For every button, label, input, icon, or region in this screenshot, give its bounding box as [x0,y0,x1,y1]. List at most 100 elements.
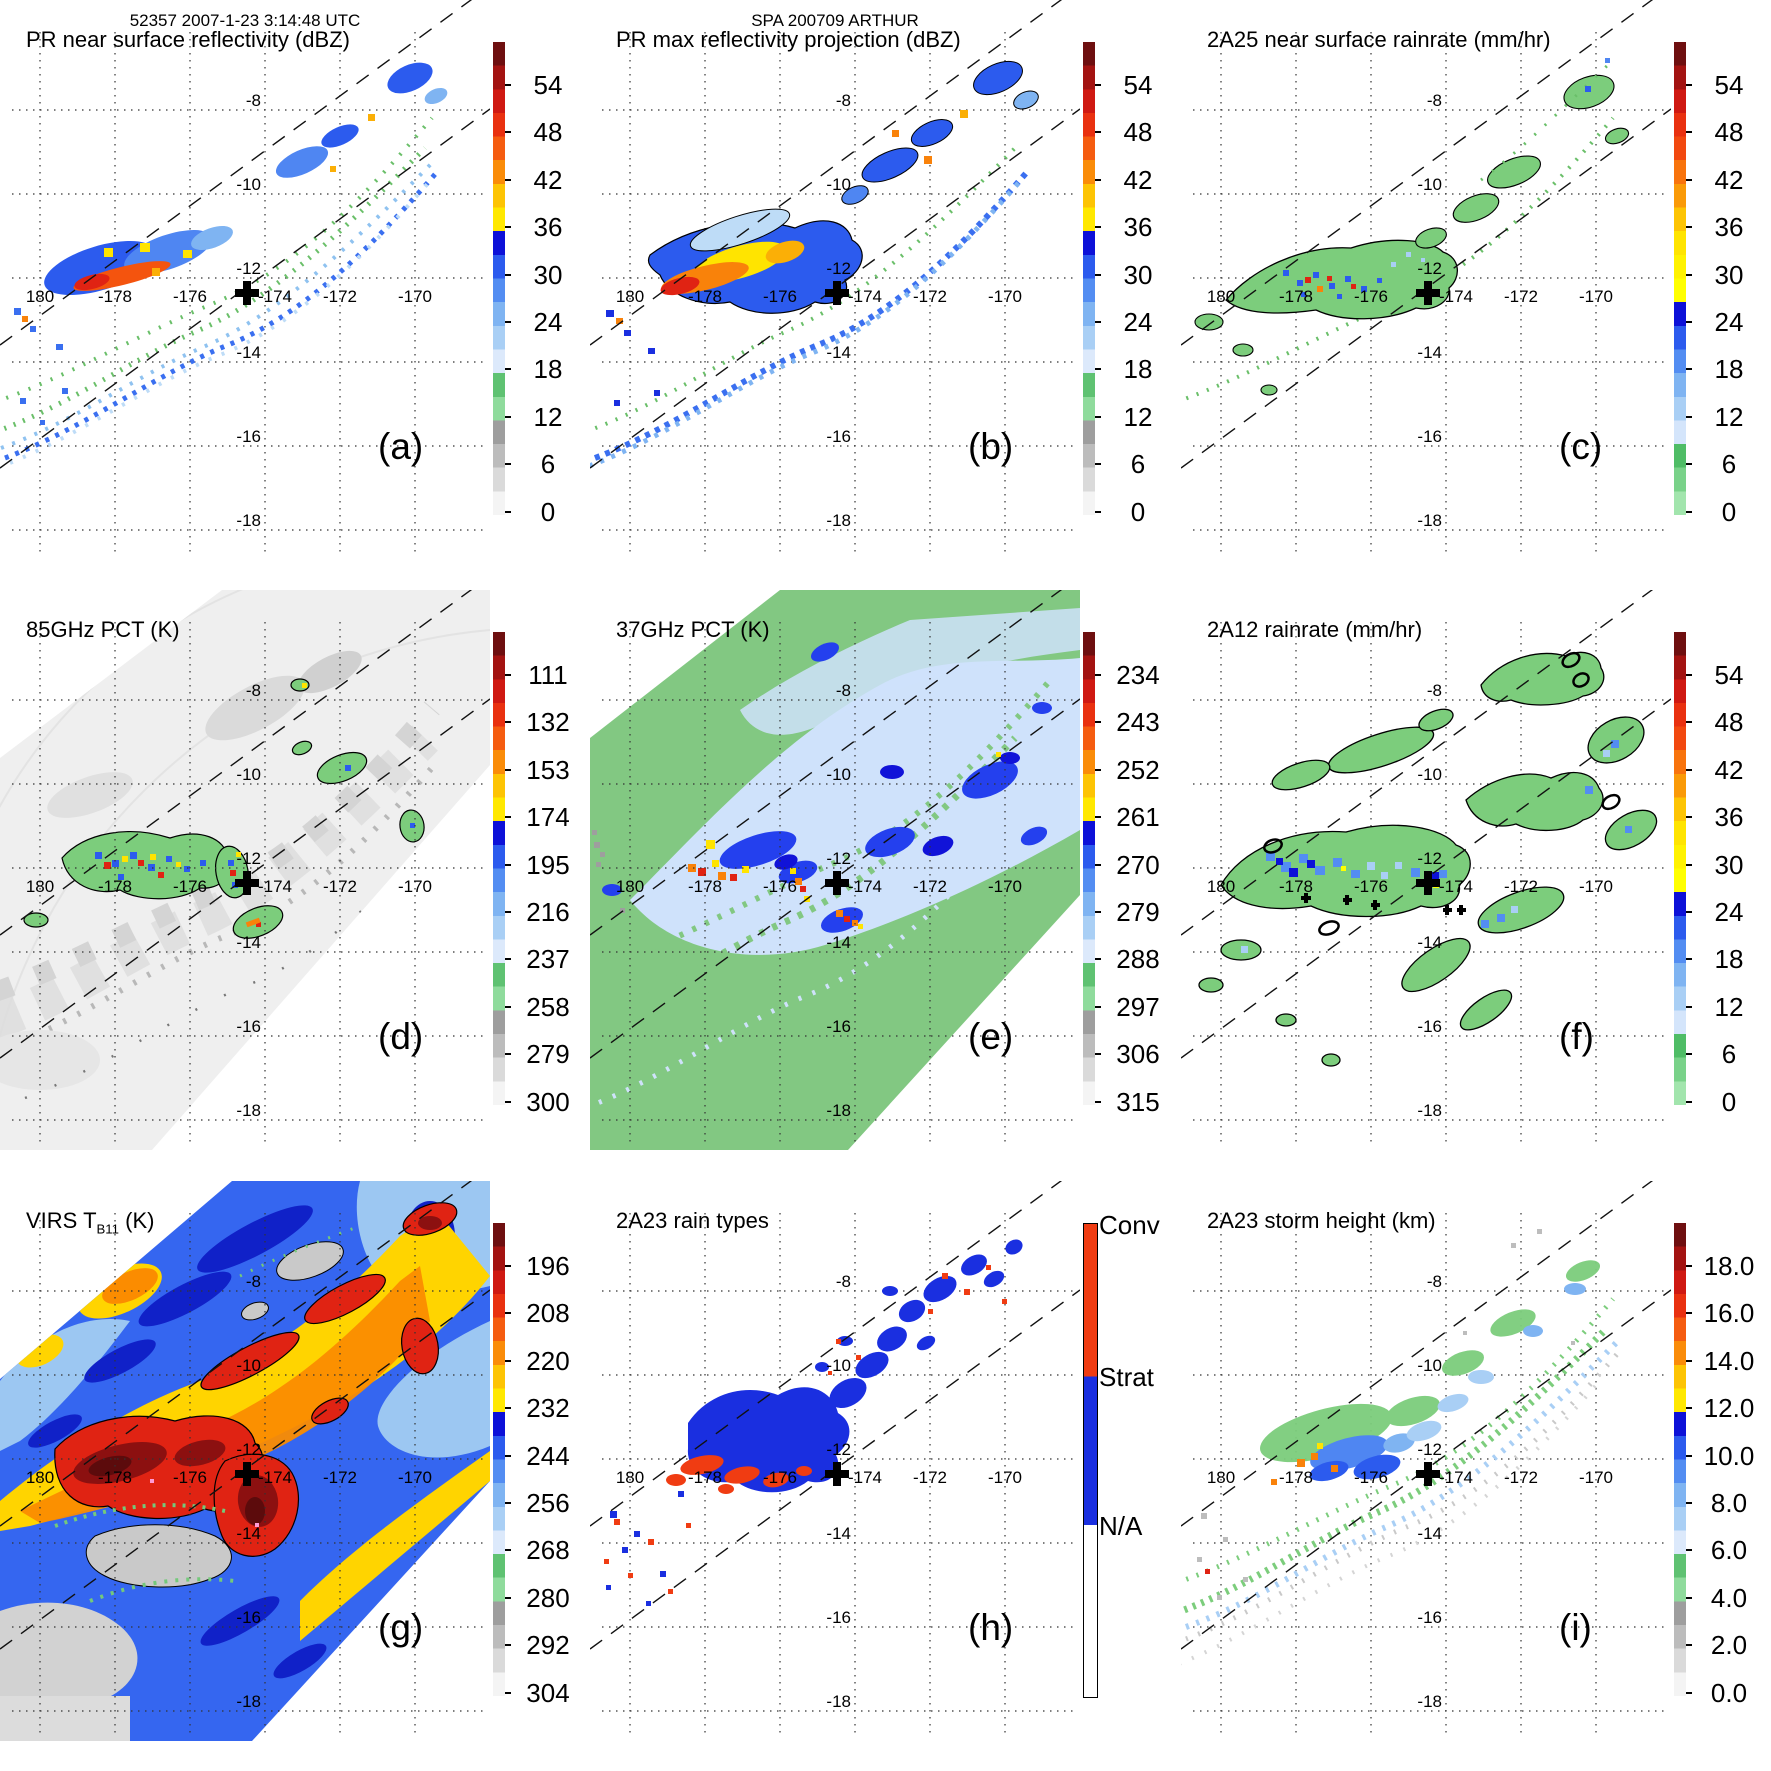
lat-label: -8 [836,91,851,110]
lat-label: -12 [1417,259,1442,278]
colorbar-tick [1095,816,1101,819]
colorbar-gradient [1083,42,1095,515]
colorbar-tick [1095,768,1101,771]
colorbar-tick [505,1005,511,1008]
colorbar-tick-label: 153 [526,754,570,785]
colorbar-tick-label: 30 [1714,259,1744,290]
map-art-i [1181,1229,1618,1671]
panel-letter: (a) [378,426,424,467]
lon-label: -176 [1354,287,1388,306]
colorbar-tick [505,1691,511,1694]
lat-label: -12 [826,1440,851,1459]
lat-label: -16 [826,1608,851,1627]
colorbar-tick-label: 24 [1123,307,1153,337]
colorbar-b: 54 48 42 36 30 24 18 12 6 0 [1083,42,1203,527]
colorbar-tick [1095,321,1101,323]
colorbar-tick [1686,911,1692,913]
colorbar-tick-label: 0 [1130,496,1146,527]
lon-label: -172 [913,287,947,306]
map-art-g [0,1181,490,1741]
lon-label: -178 [98,287,132,306]
lon-label: 180 [26,1468,54,1487]
colorbar-gradient [1674,42,1686,515]
lat-label: -16 [1417,1608,1442,1627]
colorbar-tick-label: 36 [1123,212,1153,243]
colorbar-tick [1686,1312,1692,1315]
map-art-c [1181,58,1630,404]
map-i: 180 -178 -176 -174 -172 -170 -8 -10 -12 -14 -16 -18 [1181,1181,1671,1738]
panel-letter: (c) [1559,426,1603,467]
colorbar-tick-label: 6 [1130,449,1146,480]
panel-letter: (d) [378,1016,424,1057]
colorbar-category-label: Conv [1099,1210,1160,1240]
lon-label: -172 [1504,287,1538,306]
lat-label: -16 [236,1608,261,1627]
lat-label: -18 [1417,1692,1442,1711]
colorbar-tick-label: 36 [1714,802,1744,833]
panel-letter: (b) [968,426,1014,467]
panel-letter: (f) [1559,1016,1594,1057]
lat-label: -16 [826,427,851,446]
panel-f: 180 -178 -176 -174 -172 -170 -8 -10 -12 -14 -16 -18… [1181,590,1771,1180]
colorbar-gradient [493,632,505,1105]
lon-label: 180 [616,1468,644,1487]
colorbar-tick [1686,674,1692,676]
map-art-a [0,62,448,470]
colorbar-i: 18.0 16.0 14.0 12.0 10.0 8.0 6.0 4.0 2.0 0.0 [1674,1223,1771,1708]
colorbar-tick [1095,415,1101,418]
panel-d: 180 -178 -176 -174 -172 -170 -8 -10 -12 -14 -16 -18… [0,590,590,1180]
colorbar-tick [505,674,511,676]
lat-label: -14 [826,343,851,362]
colorbar-tick [1686,415,1692,418]
lon-label: -178 [1279,877,1313,896]
lon-label: -174 [848,877,882,896]
lat-label: -18 [236,511,261,530]
lat-label: -14 [236,1524,261,1543]
colorbar-tick-label: 196 [526,1251,570,1281]
colorbar-tick [505,415,511,418]
colorbar-tick [505,1407,511,1410]
lon-label: 180 [616,877,644,896]
lon-label: -172 [913,1468,947,1487]
lat-label: -16 [236,1017,261,1036]
panel-b: 180 -178 -176 -174 -172 -170 -8 -10 -12 -14 -16 -18… [590,0,1180,590]
colorbar-tick-label: 304 [526,1677,570,1708]
lon-label: -174 [848,1468,882,1487]
colorbar-tick-label: 6.0 [1710,1535,1748,1566]
colorbar-tick [1095,510,1101,513]
colorbar-tick [1686,1596,1692,1599]
lon-label: 180 [1207,1468,1235,1487]
lat-label: -10 [826,1356,851,1375]
colorbar-tick [1095,911,1101,913]
lat-label: -14 [1417,933,1442,952]
lat-label: -12 [236,259,261,278]
colorbar-tick [505,1100,511,1103]
colorbar-h: Conv Strat N/A [1083,1210,1203,1698]
lon-label: -170 [398,1468,432,1487]
colorbar-tick-label: 315 [1116,1086,1160,1117]
panel-title: 2A23 rain types [616,1208,769,1233]
lon-label: -174 [258,1468,292,1487]
lon-label: -178 [1279,287,1313,306]
lon-label: -178 [688,1468,722,1487]
colorbar-tick [1686,1053,1692,1056]
map-h: 180 -178 -176 -174 -172 -170 -8 -10 -12 -14 -16 -18 [590,1181,1080,1738]
colorbar-tick-label: 216 [526,897,570,927]
colorbar-tick [505,1053,511,1056]
lat-label: -8 [1427,1272,1442,1291]
lat-label: -18 [236,1692,261,1711]
lat-label: -14 [1417,1524,1442,1543]
colorbar-tick-label: 261 [1116,802,1160,833]
colorbar-tick [1095,721,1101,724]
colorbar-tick-label: 0 [540,496,556,527]
colorbar-tick-label: 18 [533,354,563,385]
panel-e: 180 -178 -176 -174 -172 -170 -8 -10 -12 -14 -16 -18… [590,590,1180,1180]
colorbar-tick-label: 48 [1123,117,1153,148]
lat-label: -14 [236,343,261,362]
colorbar-tick-label: 36 [533,212,563,243]
colorbar-tick [1095,273,1101,276]
colorbar-tick [1686,226,1692,229]
lat-label: -12 [826,259,851,278]
colorbar-tick [505,816,511,819]
colorbar-tick-label: 306 [1116,1039,1160,1070]
